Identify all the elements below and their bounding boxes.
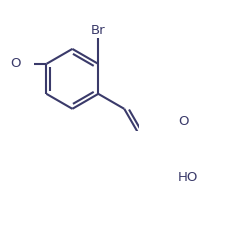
- Text: O: O: [10, 57, 20, 70]
- Text: O: O: [178, 115, 189, 129]
- Text: Br: Br: [91, 24, 106, 37]
- Text: HO: HO: [178, 171, 198, 184]
